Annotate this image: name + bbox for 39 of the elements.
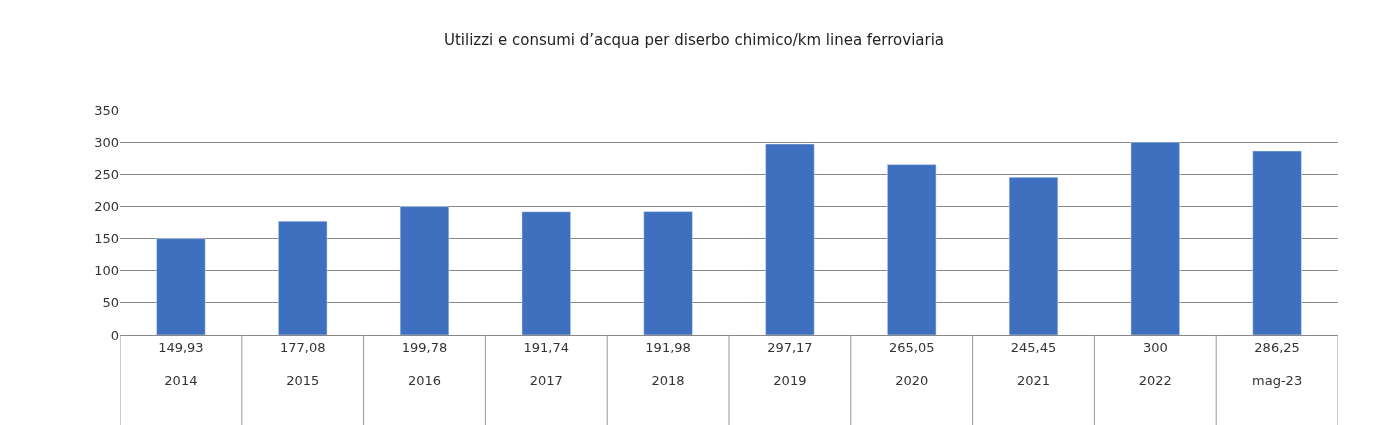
y-tick-label: 300	[94, 134, 119, 150]
data-label: 265,05	[888, 339, 935, 355]
x-tick-label: 2022	[1138, 373, 1172, 389]
bar	[1008, 176, 1059, 335]
data-label: 191,74	[523, 339, 570, 355]
x-tick-label: 2021	[1016, 373, 1051, 389]
y-tick-label: 150	[94, 231, 119, 247]
x-tick-label: 2014	[164, 373, 198, 389]
y-tick-label: 50	[102, 295, 119, 311]
x-tick-label: 2016	[407, 373, 442, 389]
x-tick-label: 2017	[529, 373, 563, 389]
x-tick-label: 2019	[773, 373, 807, 389]
bar	[399, 206, 450, 335]
data-label: 149,93	[158, 339, 204, 355]
y-tick-label: 350	[94, 102, 119, 118]
y-tick-label: 250	[94, 166, 119, 182]
bar	[887, 164, 937, 335]
x-tick-label: 2015	[286, 373, 320, 389]
bar	[521, 211, 571, 335]
x-tick-label: 2020	[895, 373, 929, 389]
bar	[156, 238, 206, 335]
data-label: 191,98	[645, 339, 691, 355]
data-label: 177,08	[279, 339, 326, 355]
bar	[765, 143, 815, 335]
bar	[278, 220, 328, 335]
data-label: 245,45	[1010, 339, 1057, 355]
y-tick-label: 200	[94, 198, 119, 214]
data-label: 300	[1142, 339, 1168, 355]
bar	[1130, 141, 1180, 335]
y-tick-label: 100	[94, 263, 119, 279]
data-label: 286,25	[1254, 339, 1300, 355]
data-label: 297,17	[767, 339, 813, 355]
y-tick-label: 0	[110, 327, 119, 343]
chart-title: Utilizzi e consumi d’acqua per diserbo chimico/km linea ferroviaria	[443, 30, 945, 49]
bar	[1252, 150, 1302, 335]
data-label: 199,78	[401, 339, 448, 355]
x-tick-label: mag-23	[1252, 373, 1303, 389]
bar	[643, 211, 693, 335]
x-tick-label: 2018	[651, 373, 685, 389]
